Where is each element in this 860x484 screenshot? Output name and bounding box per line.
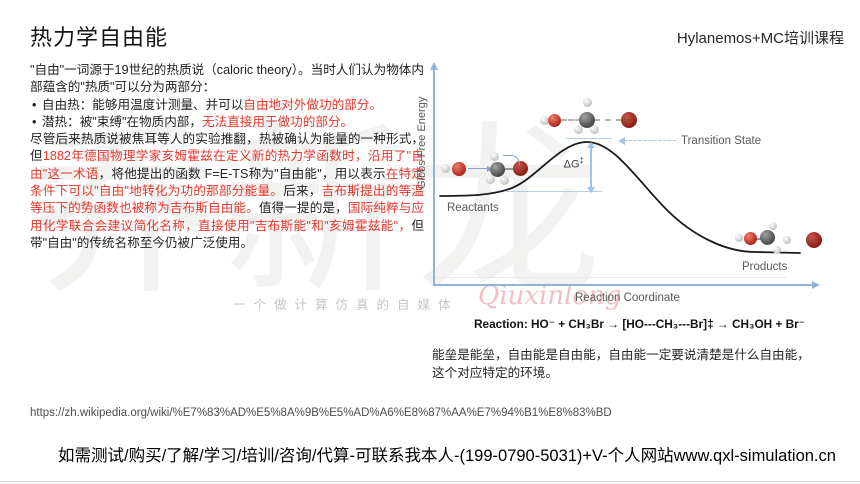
- text-segment: 国际纯粹与应用化学联合会建议简化名称，直接使用"吉布斯能"和"亥姆霍兹能"，: [30, 201, 425, 233]
- watermark-char: 龙: [416, 104, 609, 320]
- delta-g-arrow: [590, 146, 592, 188]
- text-segment: "自由"一词源于19世纪的热质说（caloric theory）。当时人们认为物…: [30, 63, 424, 95]
- delta-g-dagger: ‡: [579, 156, 584, 165]
- bullet-item: • 自由热：能够用温度计测量、并可以自由地对外做功的部分。: [30, 97, 424, 114]
- bullet-marker: •: [32, 114, 40, 129]
- oxygen-atom: [548, 114, 561, 127]
- text-segment: 自由热：能够用温度计测量、并可以: [41, 97, 244, 112]
- delta-g-text: ΔG: [563, 158, 580, 171]
- body-paragraph: "自由"一词源于19世纪的热质说（caloric theory）。当时人们认为物…: [30, 62, 424, 97]
- bromine-atom: [806, 232, 822, 248]
- footer-contact: 如需测试/购买/了解/学习/培训/咨询/代算-可联系我本人-(199-0790-…: [58, 447, 836, 465]
- hydrogen-atom: [574, 125, 583, 134]
- body-text: "自由"一词源于19世纪的热质说（caloric theory）。当时人们认为物…: [30, 62, 424, 252]
- x-axis-arrowhead-icon: [812, 281, 820, 289]
- chart-image-edge: [430, 277, 786, 278]
- y-axis-label: Gibbs Free Energy: [416, 96, 428, 189]
- hydrogen-atom: [500, 176, 509, 185]
- reaction-equation: Reaction: HO⁻ + CH₃Br → [HO---CH₃---Br]‡…: [474, 317, 805, 331]
- text-segment: 自由地对外做功的部分。: [243, 97, 382, 112]
- slide-bottom-edge: [0, 481, 860, 482]
- source-url-link[interactable]: https://zh.wikipedia.org/wiki/%E7%83%AD%…: [30, 407, 612, 419]
- bullet-marker: •: [32, 97, 40, 112]
- text-segment: 后来，: [283, 184, 322, 199]
- watermark-char: 乔: [30, 104, 223, 320]
- bullet-item: • 潜热：被"束缚"在物质内部，无法直接用于做功的部分。: [30, 114, 424, 131]
- text-segment: 值得一提的是，: [258, 201, 348, 216]
- carbon-atom: [760, 230, 775, 245]
- page-title: 热力学自由能: [30, 25, 169, 50]
- delta-g-arrowhead-up-icon: [587, 142, 595, 148]
- partial-bond: [561, 119, 581, 121]
- x-axis-label: Reaction Coordinate: [575, 292, 680, 304]
- course-label: Hylanemos+MC培训课程: [676, 30, 844, 47]
- delta-g-label: ΔG‡: [552, 156, 584, 171]
- note-line: 能垒是能垒，自由能是自由能，自由能一定要说清楚是什么自由能，: [432, 348, 810, 362]
- oxygen-atom: [452, 162, 466, 176]
- watermark-brand-characters: 乔新龙: [30, 120, 670, 305]
- watermark-signature: Qiuxinlong: [478, 281, 622, 311]
- carbon-atom: [490, 162, 505, 177]
- y-axis: [433, 69, 435, 285]
- watermark-tagline: 一个做计算仿真的自媒体: [233, 298, 459, 312]
- hydrogen-atom: [583, 98, 592, 107]
- delta-g-arrowhead-down-icon: [587, 187, 595, 193]
- text-segment: 在特定条件下可以"自由"地转化为功的那部分能量。: [30, 166, 424, 199]
- peak-level-refline: [566, 138, 612, 139]
- reactants-label: Reactants: [447, 202, 499, 214]
- text-segment: 吉布斯提出的等温等压下的势函数也被称为吉布斯自由能。: [30, 184, 424, 216]
- hydrogen-atom: [490, 152, 499, 161]
- text-segment: ，将他提出的函数 F=E-TS称为"自由能"，用以表示: [98, 166, 386, 181]
- products-label: Products: [742, 261, 788, 273]
- y-axis-arrowhead-icon: [430, 62, 438, 70]
- text-segment: 尽管后来热质说被焦耳等人的实验推翻，热被确认为能量的一种形式，但: [30, 132, 424, 164]
- body-paragraph: 尽管后来热质说被焦耳等人的实验推翻，热被确认为能量的一种形式，但1882年德国物…: [30, 131, 424, 252]
- hydrogen-atom: [773, 246, 781, 254]
- text-segment: 但带"自由"的传统名称至今仍被广泛使用。: [30, 218, 424, 250]
- transition-state-label: Transition State: [681, 135, 762, 147]
- text-segment: 1882年德国物理学家亥姆霍兹在定义新的热力学函数时，沿用了"自由"这一术语: [30, 149, 424, 181]
- bond: [503, 168, 517, 170]
- attack-arrow: [468, 168, 488, 169]
- hydrogen-atom: [441, 164, 450, 173]
- watermark-char: 新: [223, 104, 416, 320]
- hydrogen-atom: [783, 236, 791, 244]
- transition-state-arrowhead-icon: [618, 137, 625, 145]
- oxygen-atom: [744, 232, 757, 245]
- text-segment: 无法直接用于做功的部分。: [202, 114, 354, 129]
- note-text: 能垒是能垒，自由能是自由能，自由能一定要说清楚是什么自由能， 这个对应特定的环境…: [432, 347, 810, 382]
- partial-bond: [594, 119, 622, 121]
- hydrogen-atom: [486, 175, 495, 184]
- transition-state-arrow: [624, 140, 676, 141]
- reactant-level-refline: [506, 191, 602, 192]
- hydrogen-atom: [735, 234, 743, 242]
- hydrogen-atom: [590, 125, 599, 134]
- bromine-atom: [621, 112, 637, 128]
- note-line: 这个对应特定的环境。: [432, 365, 558, 380]
- x-axis: [433, 284, 813, 286]
- hydrogen-atom: [540, 116, 549, 125]
- carbon-atom: [579, 112, 595, 128]
- hydrogen-atom: [769, 222, 777, 230]
- text-segment: 潜热：被"束缚"在物质内部，: [41, 114, 202, 129]
